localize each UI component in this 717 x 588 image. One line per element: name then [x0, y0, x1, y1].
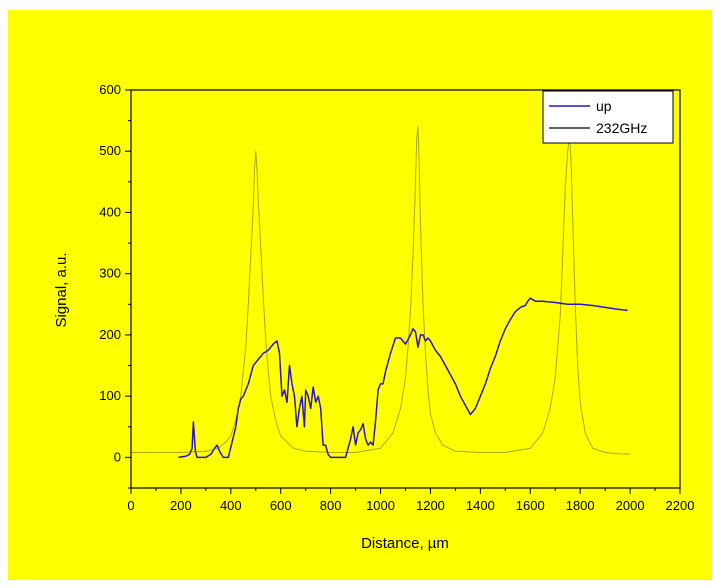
- x-tick-label: 1800: [566, 498, 595, 513]
- x-tick-label: 600: [270, 498, 292, 513]
- x-tick-label: 2000: [616, 498, 645, 513]
- axes-layer: [130, 89, 681, 489]
- y-tick-label: 200: [99, 327, 121, 342]
- y-tick-label: 0: [114, 449, 121, 464]
- x-tick-label: 200: [170, 498, 192, 513]
- y-tick-label: 300: [99, 266, 121, 281]
- series-line-232ghz: [131, 126, 631, 455]
- plot-frame: [130, 89, 681, 489]
- y-tick-label: 600: [99, 82, 121, 97]
- ticks-layer: 0 200 400 600 800 1000 1200 1400 1600 1800 2000 220…: [99, 82, 694, 513]
- legend-label-up: up: [596, 98, 612, 114]
- y-axis-title: Signal, a.u.: [53, 252, 70, 327]
- legend: up 232GHz: [542, 90, 674, 144]
- series-layer: [131, 126, 631, 459]
- x-tick-label: 1600: [516, 498, 545, 513]
- series-line-up: [178, 297, 628, 459]
- x-tick-label: 400: [220, 498, 242, 513]
- y-tick-label: 500: [99, 143, 121, 158]
- x-tick-label: 0: [127, 498, 134, 513]
- y-tick-label: 400: [99, 204, 121, 219]
- legend-box: [542, 90, 674, 144]
- x-tick-label: 1000: [366, 498, 395, 513]
- y-tick-label: 100: [99, 388, 121, 403]
- x-tick-label: 1400: [466, 498, 495, 513]
- x-tick-label: 2200: [666, 498, 695, 513]
- x-tick-label: 1200: [416, 498, 445, 513]
- legend-label-232ghz: 232GHz: [596, 120, 647, 136]
- x-axis-title: Distance, µm: [361, 535, 449, 552]
- x-tick-label: 800: [320, 498, 342, 513]
